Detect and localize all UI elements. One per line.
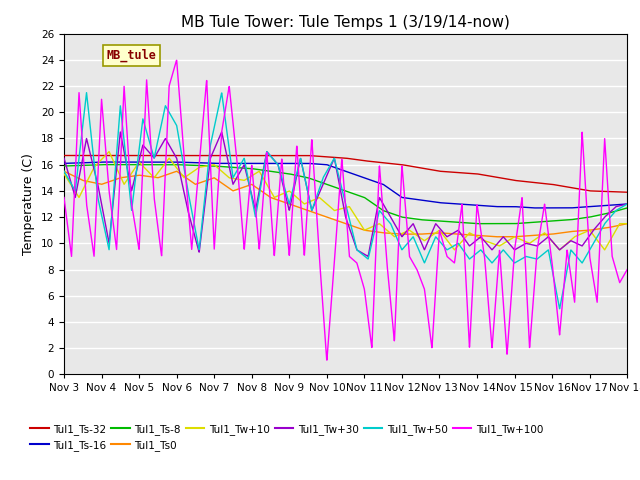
Legend: Tul1_Ts-32, Tul1_Ts-16, Tul1_Ts-8, Tul1_Ts0, Tul1_Tw+10, Tul1_Tw+30, Tul1_Tw+50,: Tul1_Ts-32, Tul1_Ts-16, Tul1_Ts-8, Tul1_… [30,424,543,451]
Title: MB Tule Tower: Tule Temps 1 (3/19/14-now): MB Tule Tower: Tule Temps 1 (3/19/14-now… [181,15,510,30]
Y-axis label: Temperature (C): Temperature (C) [22,153,35,255]
Text: MB_tule: MB_tule [107,49,157,62]
